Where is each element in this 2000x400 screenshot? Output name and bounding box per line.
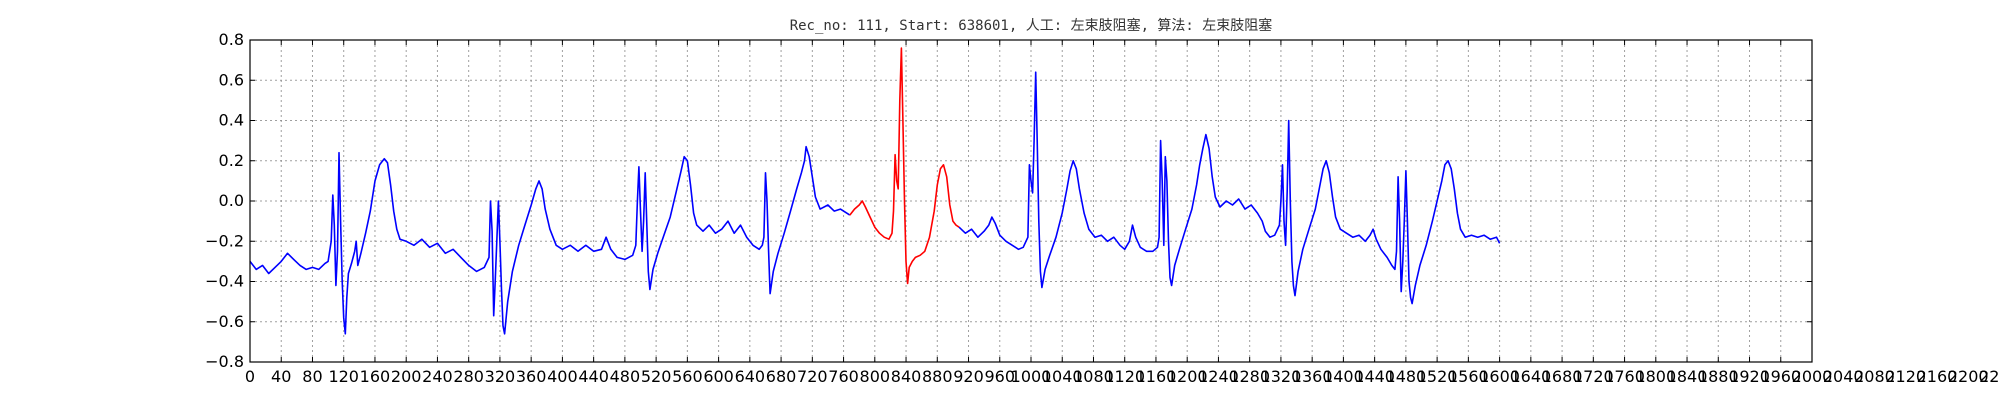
x-tick-label: 2040 [1823, 367, 1864, 386]
y-tick-label: −0.4 [205, 272, 244, 291]
x-tick-label: 920 [953, 367, 984, 386]
x-tick-label: 1880 [1698, 367, 1739, 386]
x-tick-label: 480 [610, 367, 641, 386]
x-tick-label: 0 [245, 367, 255, 386]
x-tick-label: 1840 [1667, 367, 1708, 386]
x-axis-ticks: 0 40 80 120 160 200 240 280 320 360 400 440 480 520 56… [245, 40, 2000, 386]
x-tick-label: 880 [922, 367, 953, 386]
x-tick-label: 280 [453, 367, 484, 386]
x-tick-label: 1000 [1011, 367, 1052, 386]
x-tick-label: 2080 [1854, 367, 1895, 386]
x-tick-label: 1960 [1760, 367, 1801, 386]
x-tick-label: 2000 [1792, 367, 1833, 386]
x-tick-label: 2160 [1917, 367, 1958, 386]
x-tick-label: 80 [302, 367, 322, 386]
x-tick-label: 1080 [1073, 367, 1114, 386]
x-tick-label: 320 [485, 367, 516, 386]
y-tick-label: −0.8 [205, 352, 244, 371]
x-tick-label: 840 [891, 367, 922, 386]
ecg-series-line-1 [849, 47, 960, 285]
x-tick-label: 1520 [1417, 367, 1458, 386]
x-tick-label: 1480 [1386, 367, 1427, 386]
x-tick-label: 1800 [1635, 367, 1676, 386]
y-tick-label: 0.4 [219, 111, 244, 130]
x-tick-label: 1560 [1448, 367, 1489, 386]
x-tick-label: 1120 [1104, 367, 1145, 386]
x-tick-label: 1320 [1261, 367, 1302, 386]
x-tick-label: 1760 [1604, 367, 1645, 386]
y-tick-label: 0.2 [219, 151, 244, 170]
x-tick-label: 2240 [1979, 367, 2000, 386]
x-tick-label: 440 [578, 367, 609, 386]
grid-layer [250, 40, 1812, 362]
x-tick-label: 240 [422, 367, 453, 386]
x-tick-label: 800 [860, 367, 891, 386]
x-tick-label: 1440 [1354, 367, 1395, 386]
chart-title: Rec_no: 111, Start: 638601, 人工: 左束肢阻塞, 算… [790, 17, 1273, 34]
x-tick-label: 1160 [1136, 367, 1177, 386]
ecg-series-line-2 [958, 71, 1501, 305]
y-tick-label: 0.8 [219, 30, 244, 49]
x-tick-label: 1600 [1479, 367, 1520, 386]
x-tick-label: 160 [360, 367, 391, 386]
x-tick-label: 400 [547, 367, 578, 386]
y-tick-label: 0.6 [219, 70, 244, 89]
x-tick-label: 1720 [1573, 367, 1614, 386]
x-tick-label: 40 [271, 367, 291, 386]
y-tick-label: −0.2 [205, 231, 244, 250]
x-tick-label: 560 [672, 367, 703, 386]
y-tick-label: −0.6 [205, 312, 244, 331]
x-tick-label: 520 [641, 367, 672, 386]
x-tick-label: 760 [828, 367, 859, 386]
x-tick-label: 1920 [1729, 367, 1770, 386]
x-tick-label: 720 [797, 367, 828, 386]
x-tick-label: 1280 [1229, 367, 1270, 386]
x-tick-label: 1640 [1510, 367, 1551, 386]
ecg-series-line-0 [249, 145, 851, 335]
x-tick-label: 200 [391, 367, 422, 386]
x-tick-label: 600 [703, 367, 734, 386]
x-tick-label: 640 [735, 367, 766, 386]
x-tick-label: 960 [984, 367, 1015, 386]
y-axis-ticks: −0.8 −0.6 −0.4 −0.2 0.0 0.2 0.4 0.6 0.8 [205, 30, 1812, 371]
x-tick-label: 1040 [1042, 367, 1083, 386]
series-layer [249, 47, 1501, 335]
y-tick-label: 0.0 [219, 191, 244, 210]
x-tick-label: 2200 [1948, 367, 1989, 386]
x-tick-label: 2120 [1885, 367, 1926, 386]
x-tick-label: 1200 [1167, 367, 1208, 386]
x-tick-label: 1240 [1198, 367, 1239, 386]
x-tick-label: 1360 [1292, 367, 1333, 386]
x-tick-label: 1400 [1323, 367, 1364, 386]
x-tick-label: 120 [328, 367, 359, 386]
x-tick-label: 1680 [1542, 367, 1583, 386]
x-tick-label: 680 [766, 367, 797, 386]
x-tick-label: 360 [516, 367, 547, 386]
